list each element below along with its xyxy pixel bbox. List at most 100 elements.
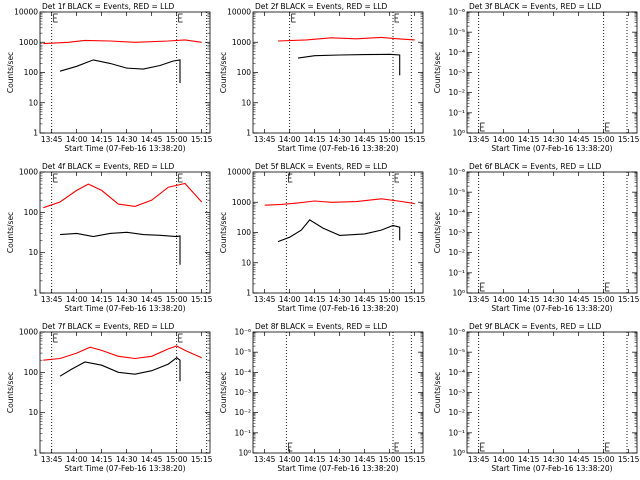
x-tick-label: 15:00 xyxy=(379,455,401,464)
interval-bracket-glyph xyxy=(394,442,399,452)
y-tick-label: 10⁻³ xyxy=(448,228,465,237)
x-tick-label: 14:45 xyxy=(568,455,590,464)
y-tick-label: 100 xyxy=(24,68,39,77)
y-tick-label: 10⁻³ xyxy=(234,388,251,397)
detector-panel-2: Det 2f BLACK = Events, RED = LLD Counts/s… xyxy=(219,2,426,153)
y-tick-label: 10⁻⁴ xyxy=(448,48,465,57)
y-axis-label: Counts/sec xyxy=(6,212,15,253)
y-tick-label: 100 xyxy=(24,368,39,377)
x-tick-label: 14:00 xyxy=(279,455,301,464)
y-tick-label: 10⁻² xyxy=(234,408,251,417)
y-tick-label: 1000 xyxy=(19,168,38,177)
plot-frame xyxy=(252,331,424,454)
x-tick-label: 13:45 xyxy=(468,455,490,464)
x-tick-label: 14:15 xyxy=(91,295,113,304)
y-axis-label: Counts/sec xyxy=(6,52,15,93)
x-tick-label: 14:45 xyxy=(354,455,376,464)
x-tick-label: 14:30 xyxy=(116,295,138,304)
x-tick-label: 13:45 xyxy=(254,295,276,304)
series-line-events xyxy=(277,219,401,243)
x-tick-label: 15:00 xyxy=(166,135,188,144)
detector-panel-5: Det 5f BLACK = Events, RED = LLD Counts/s… xyxy=(219,162,426,313)
y-tick-label: 100 xyxy=(24,208,39,217)
y-tick-label: 10 xyxy=(28,408,38,417)
y-tick-label: 100 xyxy=(237,68,252,77)
y-axis-label: Counts/sec xyxy=(433,372,442,413)
y-tick-label: 10 xyxy=(241,258,251,267)
plot-frame xyxy=(466,11,638,134)
x-tick-label: 14:30 xyxy=(543,135,565,144)
interval-bracket-glyph xyxy=(480,122,485,132)
y-tick-label: 10⁻¹ xyxy=(234,428,251,437)
interval-bracket-glyph xyxy=(480,442,485,452)
plot-frame xyxy=(39,171,211,294)
x-tick-label: 13:45 xyxy=(254,455,276,464)
x-axis-label: Start Time (07-Feb-16 13:38:20) xyxy=(277,304,398,313)
y-tick-label: 1 xyxy=(33,289,38,298)
y-tick-label: 10⁻³ xyxy=(448,68,465,77)
y-tick-label: 10⁻⁵ xyxy=(448,188,465,197)
x-tick-label: 14:15 xyxy=(518,135,540,144)
y-axis-label: Counts/sec xyxy=(219,372,228,413)
plot-frame xyxy=(252,11,424,134)
y-tick-label: 10⁻⁵ xyxy=(234,348,251,357)
x-tick-label: 15:15 xyxy=(191,295,213,304)
y-tick-label: 10⁰ xyxy=(452,129,465,138)
x-tick-label: 14:45 xyxy=(568,295,590,304)
x-tick-label: 15:00 xyxy=(593,295,615,304)
x-tick-label: 13:45 xyxy=(41,455,63,464)
y-tick-label: 10⁻³ xyxy=(448,388,465,397)
x-tick-label: 15:00 xyxy=(166,455,188,464)
series-line-lld xyxy=(43,39,202,45)
x-tick-label: 14:00 xyxy=(493,135,515,144)
x-tick-label: 14:30 xyxy=(116,135,138,144)
x-tick-label: 15:15 xyxy=(618,135,640,144)
series-line-events xyxy=(59,357,181,382)
series-line-events xyxy=(297,53,401,76)
y-tick-label: 1 xyxy=(246,289,251,298)
x-tick-label: 14:30 xyxy=(329,455,351,464)
y-tick-label: 10⁻⁴ xyxy=(234,368,251,377)
y-tick-label: 10⁻² xyxy=(448,88,465,97)
x-tick-label: 14:15 xyxy=(518,455,540,464)
chart-title: Det 4f BLACK = Events, RED = LLD xyxy=(42,162,175,171)
x-axis-label: Start Time (07-Feb-16 13:38:20) xyxy=(491,144,612,153)
y-tick-label: 1000 xyxy=(232,198,251,207)
interval-bracket-glyph xyxy=(178,333,183,343)
y-tick-label: 10⁻⁶ xyxy=(448,168,465,177)
y-tick-label: 1000 xyxy=(232,38,251,47)
x-tick-label: 15:00 xyxy=(593,455,615,464)
y-tick-label: 100 xyxy=(237,228,252,237)
x-tick-label: 15:00 xyxy=(593,135,615,144)
y-tick-label: 10000 xyxy=(227,8,251,17)
interval-bracket-glyph xyxy=(605,282,610,292)
y-tick-label: 10000 xyxy=(14,8,38,17)
x-tick-label: 13:45 xyxy=(41,135,63,144)
x-tick-label: 13:45 xyxy=(468,295,490,304)
chart-title: Det 9f BLACK = Events, RED = LLD xyxy=(469,322,602,331)
x-tick-label: 14:45 xyxy=(141,135,163,144)
interval-bracket-glyph xyxy=(53,13,58,23)
detector-panel-8: Det 8f BLACK = Events, RED = LLD Counts/s… xyxy=(219,322,426,473)
y-tick-label: 10⁻¹ xyxy=(448,108,465,117)
y-tick-label: 10⁻⁶ xyxy=(448,328,465,337)
interval-bracket-glyph xyxy=(178,173,183,183)
y-tick-label: 10 xyxy=(28,248,38,257)
x-tick-label: 15:15 xyxy=(191,455,213,464)
x-tick-label: 14:00 xyxy=(493,295,515,304)
x-tick-label: 13:45 xyxy=(41,295,63,304)
series-line-events xyxy=(59,59,181,83)
y-axis-label: Counts/sec xyxy=(219,52,228,93)
chart-title: Det 6f BLACK = Events, RED = LLD xyxy=(469,162,602,171)
detector-panel-1: Det 1f BLACK = Events, RED = LLD Counts/s… xyxy=(6,2,213,153)
x-tick-label: 14:30 xyxy=(329,135,351,144)
y-tick-label: 10 xyxy=(28,98,38,107)
y-tick-label: 10⁰ xyxy=(452,289,465,298)
x-axis-label: Start Time (07-Feb-16 13:38:20) xyxy=(64,464,185,473)
x-tick-label: 14:00 xyxy=(66,295,88,304)
x-tick-label: 14:00 xyxy=(66,455,88,464)
x-axis-label: Start Time (07-Feb-16 13:38:20) xyxy=(491,464,612,473)
x-tick-label: 14:30 xyxy=(116,455,138,464)
x-tick-label: 14:15 xyxy=(91,135,113,144)
x-tick-label: 15:15 xyxy=(191,135,213,144)
